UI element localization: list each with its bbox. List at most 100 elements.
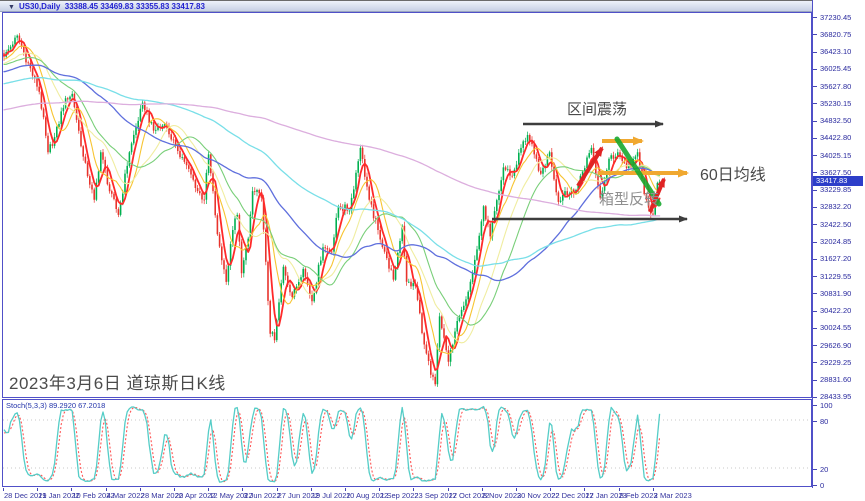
price-axis-label: 34025.15 xyxy=(820,150,852,160)
price-axis-tick xyxy=(813,362,817,364)
symbol-period-label: US30,Daily xyxy=(18,2,61,11)
price-axis-tick xyxy=(813,276,817,278)
date-axis-tick xyxy=(3,488,4,491)
price-axis-tick xyxy=(813,396,817,398)
price-axis-tick xyxy=(813,155,817,157)
ohlc-values: 33388.45 33469.83 33355.83 33417.83 xyxy=(64,2,205,11)
price-axis-tick xyxy=(813,258,817,260)
stoch-axis-tick xyxy=(813,405,817,406)
price-axis-tick xyxy=(813,293,817,295)
date-axis-tick xyxy=(310,488,312,491)
date-axis-label: 28 Mar 2022 xyxy=(140,491,183,500)
date-caption: 2023年3月6日 道琼斯日K线 xyxy=(9,374,226,393)
range-oscillation-label[interactable]: 区间震荡 xyxy=(567,101,627,118)
price-axis-label: 32024.85 xyxy=(820,237,852,247)
date-axis-label: 28 Dec 2021 xyxy=(4,491,47,500)
date-axis-tick xyxy=(379,488,381,491)
price-axis-label: 30422.20 xyxy=(820,306,852,316)
price-axis-tick xyxy=(813,379,817,381)
date-axis-tick xyxy=(447,488,449,491)
stoch-axis-label: 0 xyxy=(820,480,825,490)
box-reversal-label[interactable]: 箱型反转 xyxy=(599,191,659,208)
up-arrow-left[interactable] xyxy=(576,146,604,188)
ma60-label[interactable]: 60日均线 xyxy=(700,166,766,184)
date-axis-label: 19 Jul 2022 xyxy=(311,491,351,500)
date-axis-tick xyxy=(413,488,415,491)
price-axis-label: 36820.75 xyxy=(820,29,852,39)
date-axis-tick xyxy=(481,488,483,491)
chart-title: ▼ US30,Daily 33388.45 33469.83 33355.83 3… xyxy=(8,1,205,12)
date-axis-label: 4 Mar 2022 xyxy=(106,491,145,500)
price-axis-tick xyxy=(813,345,817,347)
up-arrow-right[interactable] xyxy=(648,177,666,213)
date-axis-tick xyxy=(174,488,175,491)
stoch-axis-tick xyxy=(813,485,817,486)
price-axis-label: 31229.55 xyxy=(820,271,852,281)
price-axis-tick xyxy=(813,137,817,139)
price-axis-tick xyxy=(813,327,817,329)
price-axis-label: 33627.50 xyxy=(820,167,852,177)
date-axis-label: 8 Nov 2022 xyxy=(482,491,522,500)
price-axis-tick xyxy=(813,241,817,243)
price-axis[interactable]: 37230.45 36820.75 36423.10 36025.45 35627.80… xyxy=(812,0,865,490)
date-axis-tick xyxy=(208,488,210,491)
stochastic-lines-layer xyxy=(3,405,809,483)
price-axis-tick xyxy=(813,34,817,36)
stoch-axis-tick xyxy=(813,421,817,422)
date-axis-tick xyxy=(71,488,73,491)
price-axis-tick xyxy=(813,172,817,174)
stochastic-panel[interactable] xyxy=(2,399,812,487)
price-axis-label: 36025.45 xyxy=(820,64,852,74)
price-axis-tick xyxy=(813,51,817,53)
price-axis-label: 34422.80 xyxy=(820,133,852,143)
price-axis-tick xyxy=(813,310,817,312)
stochastic-label: Stoch(5,3,3) 89.2920 67.2018 xyxy=(6,401,106,410)
price-axis-tick xyxy=(813,120,817,122)
price-axis-label: 32422.50 xyxy=(820,219,852,229)
date-axis[interactable]: 28 Dec 2021 19 Jan 2022 10 Feb 2022 4 Mar 2… xyxy=(2,488,812,501)
candles-layer xyxy=(3,33,661,387)
price-axis-tick xyxy=(813,103,817,105)
price-axis-tick xyxy=(813,17,817,18)
price-axis-label: 29626.90 xyxy=(820,340,852,350)
date-axis-label: 17 Jan 2023 xyxy=(585,491,627,500)
collapse-icon[interactable]: ▼ xyxy=(8,4,15,11)
date-axis-tick xyxy=(516,488,517,491)
stoch-axis-label: 20 xyxy=(820,464,829,474)
price-axis-label: 30831.90 xyxy=(820,288,852,298)
date-axis-label: 12 May 2022 xyxy=(209,491,253,500)
stochastic-canvas[interactable] xyxy=(3,400,811,486)
price-axis-label: 35627.80 xyxy=(820,81,852,91)
date-axis-label: 1 Sep 2022 xyxy=(380,491,419,500)
date-axis-label: 27 Jun 2022 xyxy=(277,491,319,500)
date-axis-label: 10 Aug 2022 xyxy=(346,491,389,500)
downtrend-line[interactable] xyxy=(614,136,662,207)
date-axis-tick xyxy=(105,488,107,491)
date-axis-label: 10 Feb 2022 xyxy=(72,491,115,500)
date-axis-tick xyxy=(139,488,141,491)
price-chart-area[interactable]: 区间震荡 60日均线 箱型反转 xyxy=(2,12,812,398)
date-axis-tick xyxy=(276,488,278,491)
date-axis-tick xyxy=(618,488,620,491)
date-axis-tick xyxy=(242,488,244,491)
date-axis-label: 3 Jun 2022 xyxy=(243,491,281,500)
date-axis-tick xyxy=(37,488,39,491)
price-axis-label: 28433.95 xyxy=(820,392,852,402)
date-axis-tick xyxy=(345,488,346,491)
stoch-axis-tick xyxy=(813,469,817,470)
price-axis-tick xyxy=(813,189,817,191)
date-axis-label: 2 Mar 2023 xyxy=(653,491,692,500)
date-axis-label: 20 Apr 2022 xyxy=(175,491,216,500)
date-axis-label: 8 Feb 2023 xyxy=(619,491,658,500)
price-axis-label: 33229.85 xyxy=(820,185,852,195)
stoch-axis-label: 100 xyxy=(820,400,833,410)
price-axis-label: 32832.20 xyxy=(820,202,852,212)
price-axis-tick xyxy=(813,68,817,70)
date-axis-tick xyxy=(584,488,586,491)
price-axis-tick xyxy=(813,86,817,88)
annotations-layer: 区间震荡 60日均线 箱型反转 xyxy=(492,101,766,223)
price-chart-canvas[interactable]: 区间震荡 60日均线 箱型反转 xyxy=(3,13,811,397)
date-axis-label: 23 Sep 2022 xyxy=(414,491,457,500)
price-axis-tick xyxy=(813,224,817,226)
